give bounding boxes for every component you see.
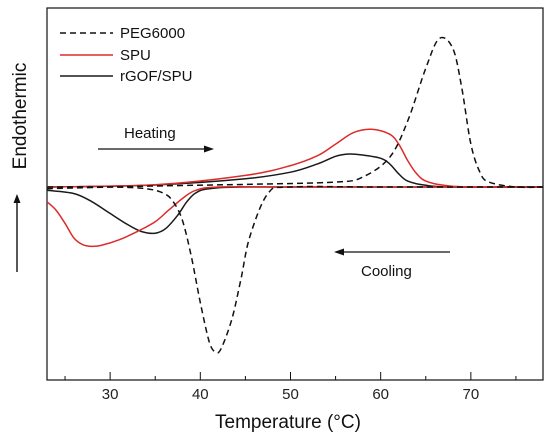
x-tick-label: 50 (282, 386, 299, 403)
series-line-spu-heating (46, 128, 544, 188)
legend-label-peg6000: PEG6000 (120, 25, 185, 42)
series-line-rgof-spu-cooling (46, 186, 544, 235)
legend-label-spu: SPU (120, 47, 151, 64)
legend: PEG6000 SPU rGOF/SPU (60, 25, 193, 85)
series-line-peg6000-cooling (46, 185, 544, 354)
series-line-peg6000-heating (46, 36, 544, 190)
cooling-label: Cooling (361, 263, 412, 280)
legend-item-spu: SPU (60, 47, 151, 64)
x-tick-label: 40 (192, 386, 209, 403)
plot-frame (46, 7, 544, 381)
series-line-spu-cooling (46, 185, 544, 248)
x-tick-label: 30 (102, 386, 119, 403)
heating-label: Heating (124, 125, 176, 142)
y-axis-arrow (13, 194, 21, 272)
legend-item-rgof-spu: rGOF/SPU (60, 68, 193, 85)
x-axis-title: Temperature (°C) (215, 412, 361, 433)
cooling-annotation: Cooling (334, 248, 450, 280)
legend-item-peg6000: PEG6000 (60, 25, 185, 42)
x-tick-label: 60 (372, 386, 389, 403)
series-layer (46, 36, 544, 354)
ticks-layer: 30 40 50 60 70 (64, 372, 517, 403)
plot-area-border (46, 7, 544, 381)
y-axis-title: Endothermic (10, 63, 31, 170)
legend-label-rgof-spu: rGOF/SPU (120, 68, 193, 85)
series-line-rgof-spu-heating (46, 153, 544, 188)
heating-annotation: Heating (98, 125, 214, 153)
x-tick-label: 70 (463, 386, 480, 403)
